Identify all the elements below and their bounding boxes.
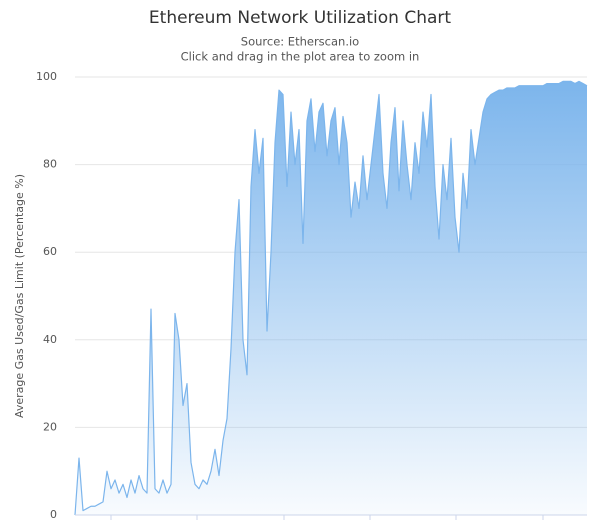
chart-note: Click and drag in the plot area to zoom … [181,50,420,64]
plot [74,80,588,516]
y-tick-label: 80 [43,158,57,171]
y-axis-label: Average Gas Used/Gas Limit (Percentage %… [13,174,26,418]
chart-subtitle: Source: Etherscan.io [241,35,359,49]
chart-title: Ethereum Network Utilization Chart [149,8,451,28]
y-tick-label: 40 [43,333,57,346]
y-tick-label: 20 [43,420,57,433]
area-line [74,80,588,516]
y-tick-label: 60 [43,245,57,258]
x-ticks [110,515,544,520]
y-tick-label: 100 [36,70,57,83]
area-fill [75,81,587,515]
y-tick-label: 0 [50,508,57,520]
